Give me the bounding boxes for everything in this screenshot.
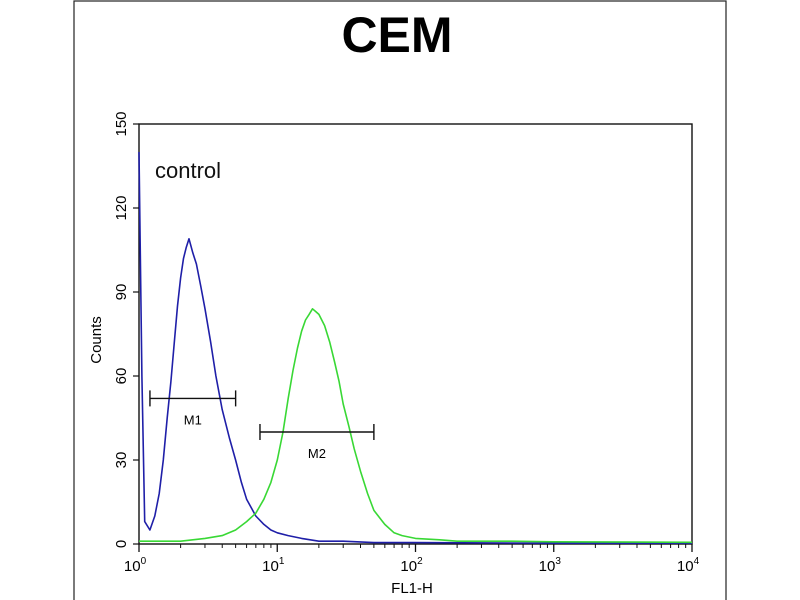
series-layer	[138, 151, 693, 545]
x-axis-ticks: 100 101 102 103 104	[124, 544, 700, 575]
plot-area: M1 M2 0 30 60 90 120 150 100 101 102 103 104	[113, 111, 700, 575]
y-axis-ticks: 0 30 60 90 120 150	[113, 111, 139, 548]
x-tick-label: 103	[539, 556, 562, 575]
y-axis-label: Counts	[88, 316, 105, 364]
y-tick-label: 120	[113, 195, 130, 220]
y-tick-label: 150	[113, 111, 130, 136]
control-annotation: control	[155, 158, 221, 183]
y-tick-label: 30	[113, 452, 130, 469]
x-axis-label: FL1-H	[391, 580, 433, 597]
x-tick-label: 104	[677, 556, 700, 575]
x-tick-label: 101	[262, 556, 285, 575]
y-tick-label: 90	[113, 284, 130, 301]
marker-label: M2	[308, 446, 326, 461]
y-tick-label: 0	[113, 540, 130, 548]
x-tick-label: 100	[124, 556, 147, 575]
histogram-series-1	[138, 151, 692, 545]
y-tick-label: 60	[113, 368, 130, 385]
plot-box	[138, 123, 693, 545]
chart-title: CEM	[341, 7, 452, 63]
histogram-series-2	[139, 307, 693, 544]
figure-border	[73, 0, 727, 600]
marker-layer: M1 M2	[149, 390, 375, 461]
marker-label: M1	[184, 412, 202, 427]
x-tick-label: 102	[400, 556, 423, 575]
